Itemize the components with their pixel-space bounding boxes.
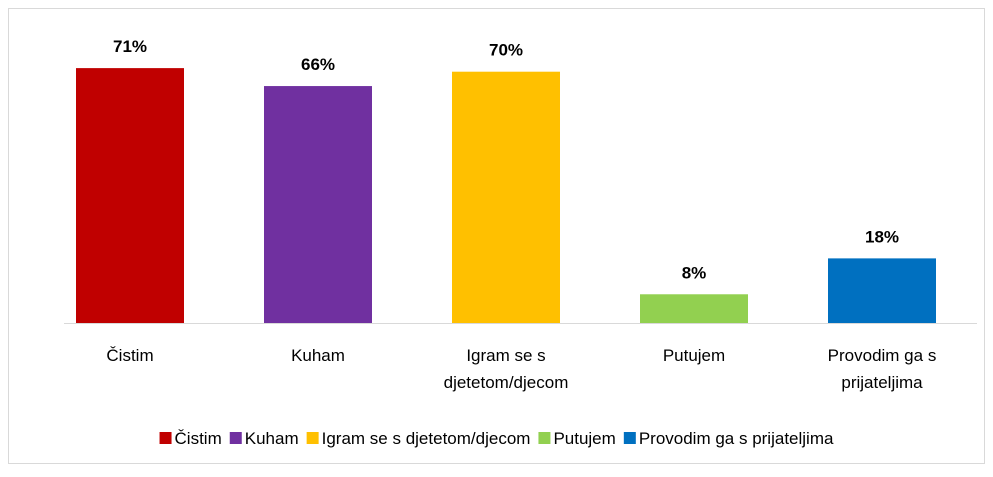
x-tick-label: Kuham	[291, 346, 345, 365]
data-label: 70%	[489, 41, 523, 60]
data-label: 18%	[865, 227, 899, 246]
x-tick-label: Provodim ga s prijateljima	[828, 346, 937, 392]
legend-label: Čistim	[175, 429, 222, 448]
legend-swatch	[623, 432, 636, 444]
legend-swatch	[538, 432, 551, 444]
x-tick-label: Putujem	[663, 346, 725, 365]
bar	[452, 71, 560, 323]
bar	[640, 294, 748, 323]
bar	[828, 258, 936, 323]
data-label: 71%	[113, 37, 147, 56]
legend-label: Provodim ga s prijateljima	[639, 429, 834, 448]
x-tick-label: Čistim	[106, 346, 153, 365]
legend-swatch	[159, 432, 172, 444]
data-label: 66%	[301, 55, 335, 74]
legend-swatch	[229, 432, 242, 444]
legend-label: Putujem	[553, 429, 615, 448]
legend-label: Igram se s djetetom/djecom	[322, 429, 531, 448]
bar	[264, 86, 372, 323]
bar	[76, 68, 184, 323]
data-label: 8%	[682, 263, 707, 282]
x-tick-label: Igram se s djetetom/djecom	[444, 346, 569, 392]
legend-label: Kuham	[245, 429, 299, 448]
legend-swatch	[306, 432, 319, 444]
